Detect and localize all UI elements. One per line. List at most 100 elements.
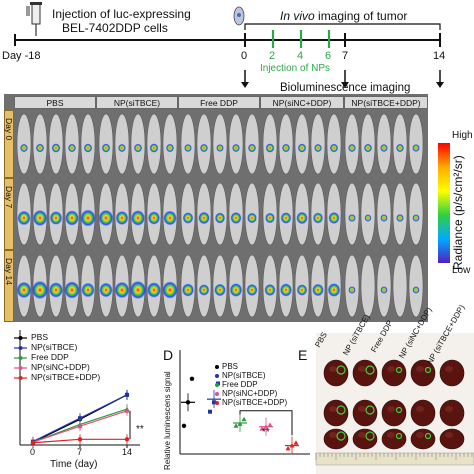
tumor-signal xyxy=(65,210,79,226)
data-point xyxy=(124,437,130,442)
tumor-signal xyxy=(265,212,275,224)
tumor-signal xyxy=(412,286,420,294)
tumor-signal xyxy=(297,143,307,153)
chart-c-xtick-7: 7 xyxy=(77,447,83,457)
liver xyxy=(381,428,407,450)
tumor-signal xyxy=(114,281,130,299)
mouse xyxy=(376,254,392,318)
colorbar-low-label: Low xyxy=(452,265,471,276)
liver-highlight xyxy=(416,366,424,372)
data-point xyxy=(78,416,82,421)
tumor-signal xyxy=(314,143,322,153)
tumor-growth-chart xyxy=(14,330,140,448)
legend-d-free-ddp: Free DDP xyxy=(222,380,258,389)
colorbar xyxy=(438,143,450,263)
data-point xyxy=(30,440,36,445)
colorbar-high-label: High xyxy=(452,130,473,141)
legend-d-np-sitbce-ddp: NP(siTBCE+DDP) xyxy=(222,398,288,407)
tumor-signal xyxy=(200,143,208,153)
liver-highlight xyxy=(358,406,366,412)
tumor-signal xyxy=(118,143,126,153)
group-tab-np-sitbce: NP(siTBCE) xyxy=(96,96,178,109)
tumor-signal xyxy=(17,210,31,226)
tumor-signal xyxy=(165,143,175,153)
tumor-signal xyxy=(80,209,96,227)
tumor-signal xyxy=(412,214,420,222)
liver-highlight xyxy=(445,432,453,438)
liver-highlight xyxy=(358,432,366,438)
liver-highlight xyxy=(387,366,395,372)
injection-nps-label: Injection of NPs xyxy=(260,63,331,74)
data-point xyxy=(289,443,295,448)
tumor-signal xyxy=(264,284,276,296)
tumor-signal xyxy=(396,214,404,222)
tumor-outline xyxy=(365,431,375,441)
tumor-signal xyxy=(101,143,111,153)
mouse-icon xyxy=(233,6,245,26)
liver xyxy=(381,359,407,387)
tumor-signal xyxy=(280,212,292,224)
legend-marker xyxy=(18,376,23,380)
tumor-signal xyxy=(49,211,63,225)
tumor-signal xyxy=(32,209,48,227)
data-point xyxy=(208,409,212,414)
mouse xyxy=(408,182,424,246)
data-point xyxy=(285,445,291,451)
liver-photo xyxy=(315,333,474,474)
tumor-signal xyxy=(327,283,341,297)
tumor-signal xyxy=(83,143,93,153)
tumor-signal xyxy=(280,283,292,297)
tumor-signal xyxy=(380,214,388,222)
tumor-signal xyxy=(115,211,129,225)
data-point xyxy=(77,423,83,429)
tumor-signal xyxy=(20,143,28,153)
tumor-signal xyxy=(182,212,194,224)
tumor-outline xyxy=(336,431,346,441)
tumor-signal xyxy=(380,144,388,152)
mouse xyxy=(408,113,424,175)
data-point xyxy=(267,422,273,427)
tick-label-2: 2 xyxy=(269,50,276,62)
group-tab-free-ddp: Free DDP xyxy=(178,96,260,109)
data-point xyxy=(185,400,191,405)
liver xyxy=(381,399,407,427)
tumor-signal xyxy=(247,143,257,153)
tumor-signal xyxy=(64,281,80,299)
tumor-signal xyxy=(364,214,372,222)
tumor-signal xyxy=(312,212,324,224)
liver xyxy=(410,359,436,387)
data-point xyxy=(293,440,299,445)
data-point xyxy=(263,424,269,429)
tumor-signal xyxy=(81,282,95,298)
mouse xyxy=(392,254,408,318)
tumor-signal xyxy=(380,286,388,294)
tumor-signal xyxy=(49,282,63,298)
mouse xyxy=(180,113,196,175)
group-tab-np-sinc-ddp: NP(siNC+DDP) xyxy=(260,96,344,109)
tumor-signal xyxy=(216,144,224,152)
injection-cells-line1: Injection of luc-expressing xyxy=(52,7,191,21)
day-band-14 xyxy=(4,250,14,322)
mouse xyxy=(408,254,424,318)
liver xyxy=(410,428,436,450)
tumor-signal xyxy=(98,209,114,227)
data-point xyxy=(241,416,247,422)
tumor-signal xyxy=(99,282,113,298)
tumor-outline xyxy=(395,366,403,374)
tumor-signal xyxy=(214,283,226,297)
data-point xyxy=(212,400,216,405)
tick-label-14: 14 xyxy=(433,50,446,62)
tumor-signal xyxy=(229,283,243,297)
legend-marker xyxy=(215,392,219,396)
legend-marker xyxy=(215,401,219,405)
day-band-7 xyxy=(4,178,14,250)
tumor-outline xyxy=(395,432,403,440)
tick-label-6: 6 xyxy=(325,50,332,62)
tumor-outline xyxy=(365,365,375,375)
legend-d-np-sitbce: NP(siTBCE) xyxy=(222,371,266,380)
luminescence-signal-chart xyxy=(179,350,310,455)
legend-c-free-ddp: Free DDP xyxy=(31,352,69,362)
tumor-signal xyxy=(67,143,77,153)
tumor-signal xyxy=(163,210,177,226)
